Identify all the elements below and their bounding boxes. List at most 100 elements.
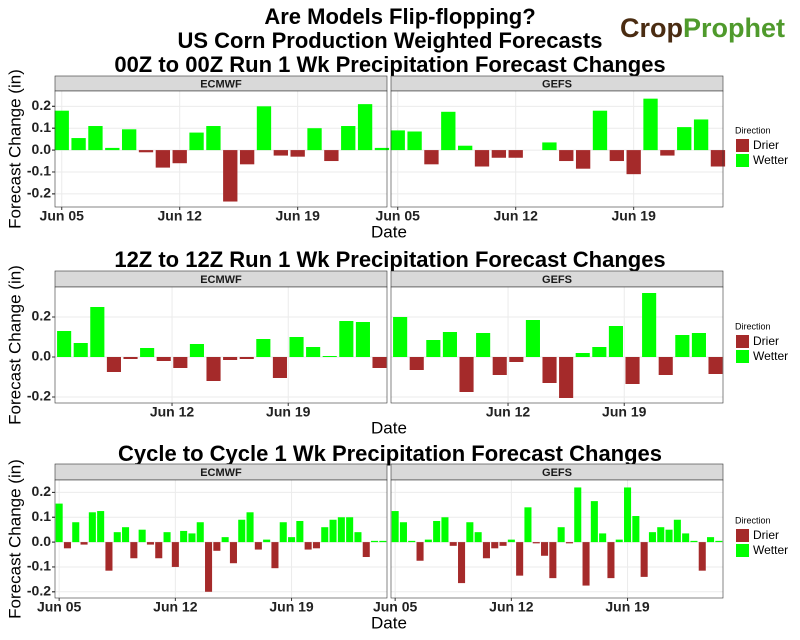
panel-title: 12Z to 12Z Run 1 Wk Precipitation Foreca…	[114, 247, 665, 272]
bar	[575, 150, 591, 169]
bar	[424, 150, 439, 165]
bar	[625, 357, 640, 384]
bar	[346, 517, 354, 543]
bar	[466, 522, 474, 543]
bar	[271, 542, 279, 569]
bar	[624, 487, 632, 543]
bar	[88, 512, 96, 543]
panel-background	[55, 480, 387, 598]
bar	[457, 145, 473, 151]
bar	[710, 150, 726, 167]
legend-label: Wetter	[753, 349, 788, 363]
bar	[54, 110, 69, 151]
bar	[592, 110, 608, 151]
bar	[660, 150, 675, 156]
panel-background	[55, 287, 387, 403]
bar	[223, 357, 238, 360]
bar	[155, 150, 171, 168]
bar	[105, 147, 120, 151]
panel-border	[390, 479, 724, 599]
y-tick-label: 0.1	[32, 508, 52, 524]
x-axis-label: Date	[371, 418, 407, 437]
bar	[189, 344, 204, 357]
bar	[609, 150, 624, 162]
bar	[675, 335, 690, 357]
bar	[337, 517, 345, 543]
bar	[575, 353, 590, 357]
bar	[691, 333, 706, 357]
bar	[63, 542, 71, 549]
bar	[409, 357, 424, 370]
panel-background	[391, 287, 723, 403]
bar	[715, 540, 723, 543]
bar	[441, 111, 456, 151]
bar	[707, 537, 715, 543]
bar	[374, 147, 390, 151]
bar	[507, 539, 515, 543]
y-tick-label: 0.0	[32, 533, 52, 549]
y-axis-label: Forecast Change (in)	[5, 265, 24, 425]
bar	[296, 520, 304, 543]
bar	[122, 527, 130, 543]
y-tick-label: 0.0	[32, 141, 52, 157]
bar	[508, 150, 523, 158]
bar	[121, 129, 137, 151]
logo-part: Crop	[620, 13, 683, 43]
bar	[246, 512, 254, 543]
y-tick-label: 0.2	[32, 483, 52, 499]
bar	[223, 150, 238, 202]
legend-swatch	[736, 544, 749, 557]
y-tick-label: -0.1	[27, 163, 51, 179]
bar	[304, 542, 312, 550]
bar	[339, 321, 354, 357]
panel-border	[390, 90, 724, 208]
bar	[474, 150, 490, 167]
bar	[173, 357, 188, 368]
bar	[407, 131, 422, 151]
bar	[88, 126, 103, 151]
bar	[542, 357, 557, 383]
bar	[189, 132, 204, 151]
x-tick-label: Jun 12	[489, 599, 534, 615]
bar	[499, 542, 507, 546]
bar	[626, 150, 641, 175]
x-tick-label: Jun 19	[276, 208, 321, 224]
bar	[390, 130, 405, 151]
bar	[482, 542, 490, 559]
legend-title: Direction	[735, 515, 771, 525]
bar	[524, 507, 532, 543]
bar	[206, 357, 221, 381]
bar	[677, 127, 692, 151]
bar	[433, 520, 441, 543]
panel-title: 00Z to 00Z Run 1 Wk Precipitation Foreca…	[114, 52, 665, 77]
x-tick-label: Jun 19	[266, 404, 311, 420]
strip-label: GEFS	[542, 78, 572, 90]
x-tick-label: Jun 05	[373, 599, 418, 615]
bar	[509, 357, 524, 362]
bar	[206, 126, 221, 151]
bar	[642, 293, 657, 357]
x-tick-label: Jun 19	[602, 404, 647, 420]
bar	[542, 142, 557, 151]
bar	[140, 348, 155, 357]
bar	[130, 542, 138, 559]
bar	[590, 501, 598, 543]
logo: CropProphet	[620, 13, 785, 43]
bar	[171, 542, 179, 567]
bar	[172, 150, 187, 164]
bar	[690, 540, 698, 543]
bar	[341, 126, 356, 151]
bar	[532, 542, 540, 544]
x-tick-label: Jun 12	[150, 404, 195, 420]
panel-background	[55, 91, 387, 207]
x-tick-label: Jun 12	[486, 404, 531, 420]
bar	[55, 503, 63, 543]
bar	[559, 357, 574, 398]
strip-label: ECMWF	[200, 467, 242, 479]
bar	[254, 542, 262, 550]
bar	[643, 98, 658, 151]
y-axis-label: Forecast Change (in)	[5, 459, 24, 619]
bar	[239, 150, 255, 165]
bar	[607, 542, 615, 579]
